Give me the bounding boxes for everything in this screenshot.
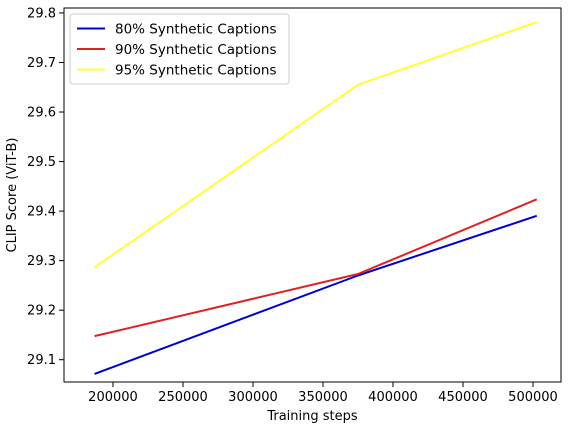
x-tick-label: 400000 [368, 390, 418, 405]
y-tick-label: 29.7 [27, 56, 56, 71]
x-tick-label: 350000 [298, 390, 348, 405]
y-axis-label: CLIP Score (ViT-B) [5, 138, 20, 253]
y-tick-label: 29.5 [27, 155, 56, 170]
series-line-2 [94, 198, 538, 338]
x-tick-label: 300000 [228, 390, 278, 405]
series-line-3 [94, 21, 538, 268]
x-axis: 200000 250000 300000 350000 400000 450000 5000… [88, 382, 558, 405]
y-axis: 29.1 29.2 29.3 29.4 29.5 29.6 29.7 29.8 [27, 6, 64, 368]
plot-frame [63, 7, 562, 383]
y-tick-label: 29.2 [27, 304, 56, 319]
legend-label: 90% Synthetic Captions [115, 42, 277, 58]
series-layer [94, 21, 538, 375]
y-tick-label: 29.1 [27, 353, 56, 368]
x-axis-label: Training steps [266, 409, 358, 424]
x-tick-label: 450000 [438, 390, 488, 405]
x-tick-label: 500000 [508, 390, 558, 405]
legend-label: 95% Synthetic Captions [115, 63, 277, 79]
y-tick-label: 29.3 [27, 254, 56, 269]
x-tick-label: 250000 [158, 390, 208, 405]
legend-box [69, 13, 290, 85]
y-tick-label: 29.4 [27, 205, 56, 220]
x-tick-label: 200000 [88, 390, 138, 405]
legend: 80% Synthetic Captions 90% Synthetic Capt… [69, 13, 290, 85]
legend-label: 80% Synthetic Captions [115, 22, 277, 38]
y-tick-label: 29.6 [27, 106, 56, 121]
y-tick-label: 29.8 [27, 6, 56, 21]
series-line-1 [94, 214, 538, 375]
